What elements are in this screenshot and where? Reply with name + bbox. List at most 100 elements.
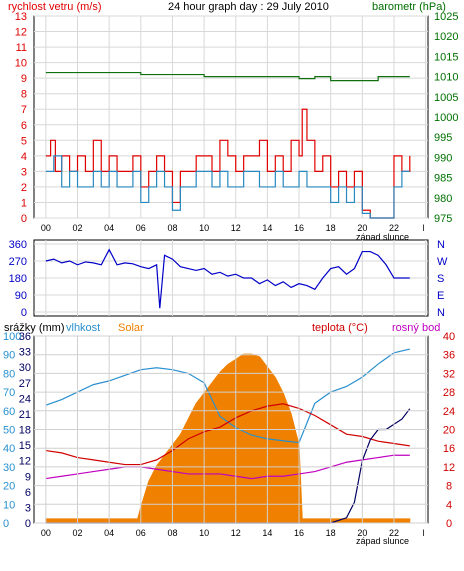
pressure-tick: 995: [434, 132, 452, 144]
wind-direction-series: [45, 248, 410, 309]
rain-tick: 36: [19, 331, 31, 343]
wind-direction-grid: [34, 240, 428, 316]
series-teplota-line: [45, 403, 410, 466]
hour-tick: 12: [231, 223, 241, 233]
pressure-tick: 1025: [434, 11, 458, 23]
pressure-ticks: 975 980 985 990 995 1000 1005 1010 1015 1020 1025: [434, 11, 458, 225]
direction-tick: 90: [15, 290, 27, 302]
rain-tick: 18: [19, 425, 31, 437]
humidity-temp-grid: [34, 335, 428, 524]
rain-tick: 30: [19, 362, 31, 374]
temperature-tick: 8: [446, 481, 452, 493]
wind-speed-tick: 10: [15, 58, 27, 70]
hour-tick: 10: [199, 528, 209, 538]
hour-tick: 02: [73, 528, 83, 538]
humidity-tick: 80: [3, 368, 15, 380]
humidity-tick: 20: [3, 481, 15, 493]
pressure-tick: 1015: [434, 51, 458, 63]
hour-tick: 18: [326, 528, 336, 538]
legend-label: teplota (°C): [312, 322, 368, 334]
hour-tick: 06: [136, 223, 146, 233]
series-rosný-bod-line: [45, 454, 410, 480]
hour-tick: 12: [231, 528, 241, 538]
direction-tick: 180: [9, 273, 27, 285]
hour-tick: 00: [41, 223, 51, 233]
temperature-tick: 0: [446, 518, 452, 530]
humidity-tick: 90: [3, 350, 15, 362]
hour-tick: 04: [104, 223, 114, 233]
rain-tick: 27: [19, 378, 31, 390]
hour-tick: 16: [294, 223, 304, 233]
hour-tick: 14: [262, 223, 272, 233]
wind-speed-tick: 0: [21, 213, 27, 225]
humidity-tick: 50: [3, 425, 15, 437]
hour-tick: l: [423, 528, 425, 538]
temperature-tick: 20: [443, 425, 455, 437]
temperature-tick: 32: [443, 368, 455, 380]
wind-speed-tick: 5: [21, 135, 27, 147]
wind-speed-tick: 1: [21, 197, 27, 209]
humidity-tick: 10: [3, 499, 15, 511]
rain-tick: 6: [25, 487, 31, 499]
wind-pressure-panel: [33, 15, 429, 219]
hour-tick: 00: [41, 528, 51, 538]
humidity-tick: 60: [3, 406, 15, 418]
series-line-wind-direction: [45, 248, 410, 309]
pressure-tick: 990: [434, 152, 452, 164]
hour-ticks-top: 00 02 04 06 08 10 12 14 16 18 20 22 l: [41, 223, 425, 233]
hour-tick: 14: [262, 528, 272, 538]
direction-tick: 270: [9, 256, 27, 268]
rain-tick: 21: [19, 409, 31, 421]
temperature-tick: 16: [443, 443, 455, 455]
rain-tick: 33: [19, 347, 31, 359]
direction-tick: 360: [9, 239, 27, 251]
hour-tick: l: [423, 223, 425, 233]
direction-tick: 0: [21, 307, 27, 319]
hour-tick: 08: [167, 528, 177, 538]
hour-tick: 08: [167, 223, 177, 233]
hour-ticks-bottom: 00 02 04 06 08 10 12 14 16 18 20 22 l: [41, 528, 425, 538]
rain-tick: 12: [19, 456, 31, 468]
humidity-tick: 100: [3, 331, 21, 343]
temperature-tick: 12: [443, 462, 455, 474]
wind-pressure-series: [45, 71, 411, 219]
rain-tick: 9: [25, 471, 31, 483]
chart-title: 24 hour graph day : 29 July 2010: [168, 1, 329, 13]
wind-speed-tick: 2: [21, 182, 27, 194]
humidity-tick: 30: [3, 462, 15, 474]
legend-label: vlhkost: [66, 322, 100, 334]
sunset-label-top: západ slunce: [356, 232, 409, 242]
compass-tick: N: [437, 239, 445, 251]
temperature-tick: 40: [443, 331, 455, 343]
wind-speed-tick: 13: [15, 11, 27, 23]
rain-tick: 3: [25, 502, 31, 514]
pressure-tick: 980: [434, 193, 452, 205]
hour-tick: 20: [357, 223, 367, 233]
hour-tick: 04: [104, 528, 114, 538]
series-line-barometr: [45, 71, 410, 82]
hour-tick: 22: [389, 223, 399, 233]
rain-tick: 15: [19, 440, 31, 452]
barometer-axis-label: barometr (hPa): [372, 1, 446, 13]
direction-degree-ticks: 360 270 180 90 0: [9, 239, 27, 319]
wind-speed-tick: 12: [15, 27, 27, 39]
wind-speed-tick: 11: [16, 42, 27, 54]
humidity-tick: 70: [3, 387, 15, 399]
legend-label: Solar: [118, 322, 144, 334]
hour-tick: 22: [389, 528, 399, 538]
pressure-tick: 975: [434, 213, 452, 225]
pressure-tick: 1005: [434, 92, 458, 104]
legend-label: srážky (mm): [4, 322, 65, 334]
temperature-tick: 4: [446, 499, 452, 511]
rain-tick: 0: [25, 518, 31, 530]
series-line-rychlost-vetru: [45, 108, 411, 219]
hour-tick: 16: [294, 528, 304, 538]
pressure-tick: 985: [434, 173, 452, 185]
series-line-naraz-vetru: [45, 155, 410, 219]
hour-tick: 02: [73, 223, 83, 233]
wind-speed-tick: 3: [21, 166, 27, 178]
